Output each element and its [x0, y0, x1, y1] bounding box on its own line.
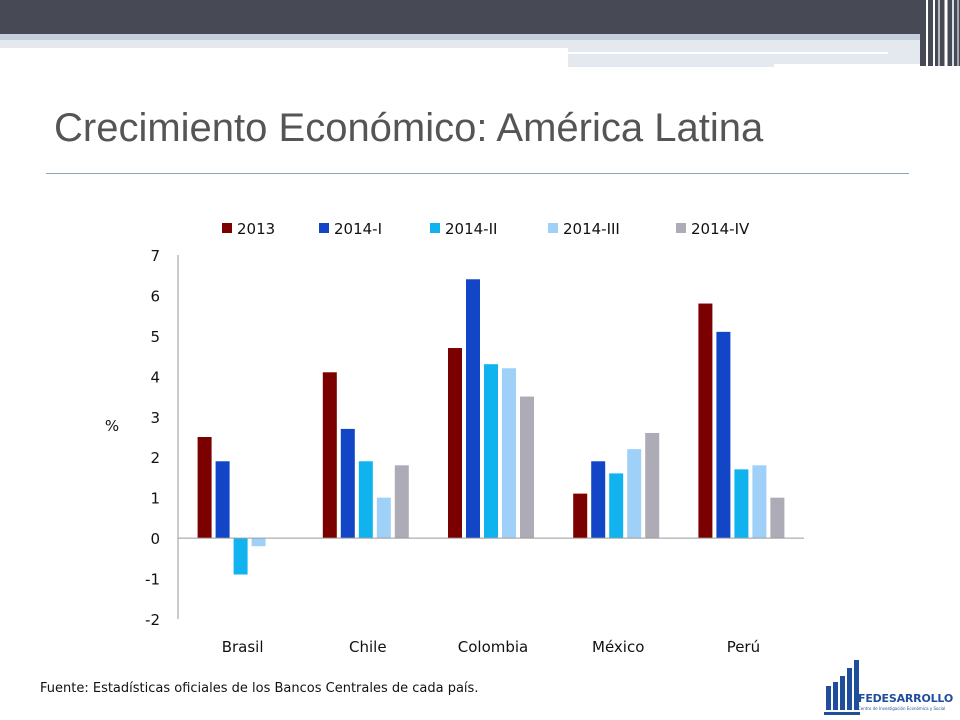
source-note: Fuente: Estadísticas oficiales de los Ba…	[40, 681, 479, 696]
header-stripe	[568, 52, 888, 54]
bar	[752, 465, 767, 539]
legend-label: 2014-I	[334, 220, 382, 238]
x-axis: Brasil Chile Colombia México Perú	[178, 537, 804, 656]
x-tick-label: Chile	[349, 638, 387, 656]
bar	[734, 469, 749, 539]
legend-label: 2014-IV	[691, 220, 750, 238]
header-stripe	[0, 40, 960, 48]
y-tick-label: 5	[150, 328, 160, 346]
chart-bars	[197, 279, 785, 575]
x-tick-label: Perú	[727, 638, 760, 656]
logo-tagline: Centro de Investigación Económica y Soci…	[858, 706, 946, 711]
bar	[466, 279, 480, 539]
bar	[340, 428, 355, 539]
bar	[197, 437, 212, 539]
bar	[394, 465, 409, 539]
header-decoration	[920, 0, 960, 66]
bar	[609, 473, 624, 539]
header-stripe	[0, 34, 960, 40]
header-band	[0, 0, 960, 34]
bar	[376, 497, 391, 539]
y-tick-label: 2	[150, 449, 160, 467]
x-tick-label: México	[592, 638, 644, 656]
y-tick-label: -1	[145, 571, 160, 589]
bar	[448, 348, 462, 539]
y-tick-label: 3	[150, 409, 160, 427]
bar	[215, 461, 230, 539]
legend-label: 2014-II	[445, 220, 497, 238]
bar	[322, 372, 337, 539]
bar	[520, 396, 534, 539]
legend-label: 2013	[237, 220, 275, 238]
y-tick-label: 4	[150, 368, 160, 386]
bar	[251, 538, 266, 547]
chart-legend: 2013 2014-I 2014-II 2014-III 2014-IV	[222, 220, 750, 238]
fedesarrollo-logo	[824, 660, 860, 715]
bar	[358, 461, 373, 539]
slide-title: Crecimiento Económico: América Latina	[54, 106, 764, 150]
bar	[484, 364, 498, 539]
bar	[627, 449, 642, 539]
bar	[716, 331, 731, 539]
y-axis: 7 6 5 4 3 2 1 0 -1 -2%	[105, 247, 179, 629]
bar	[770, 497, 785, 539]
legend-swatch	[430, 223, 440, 233]
bar	[591, 461, 606, 539]
bar	[573, 493, 588, 539]
y-tick-label: 6	[150, 287, 160, 305]
y-axis-label: %	[105, 417, 119, 435]
x-tick-label: Brasil	[222, 638, 264, 656]
y-tick-label: 0	[150, 530, 160, 548]
y-tick-label: 1	[150, 490, 160, 508]
y-tick-label: 7	[150, 247, 160, 265]
logo-wordmark: FEDESARROLLO	[858, 692, 953, 705]
x-tick-label: Colombia	[458, 638, 529, 656]
bar	[233, 538, 248, 575]
legend-swatch	[319, 223, 329, 233]
y-tick-label: -2	[145, 611, 160, 629]
legend-swatch	[548, 223, 558, 233]
header-stripe	[568, 64, 774, 67]
legend-label: 2014-III	[563, 220, 620, 238]
title-divider	[46, 173, 909, 174]
legend-swatch	[676, 223, 686, 233]
bar	[645, 432, 660, 539]
bar	[698, 303, 713, 539]
bar	[502, 368, 516, 539]
legend-swatch	[222, 223, 232, 233]
